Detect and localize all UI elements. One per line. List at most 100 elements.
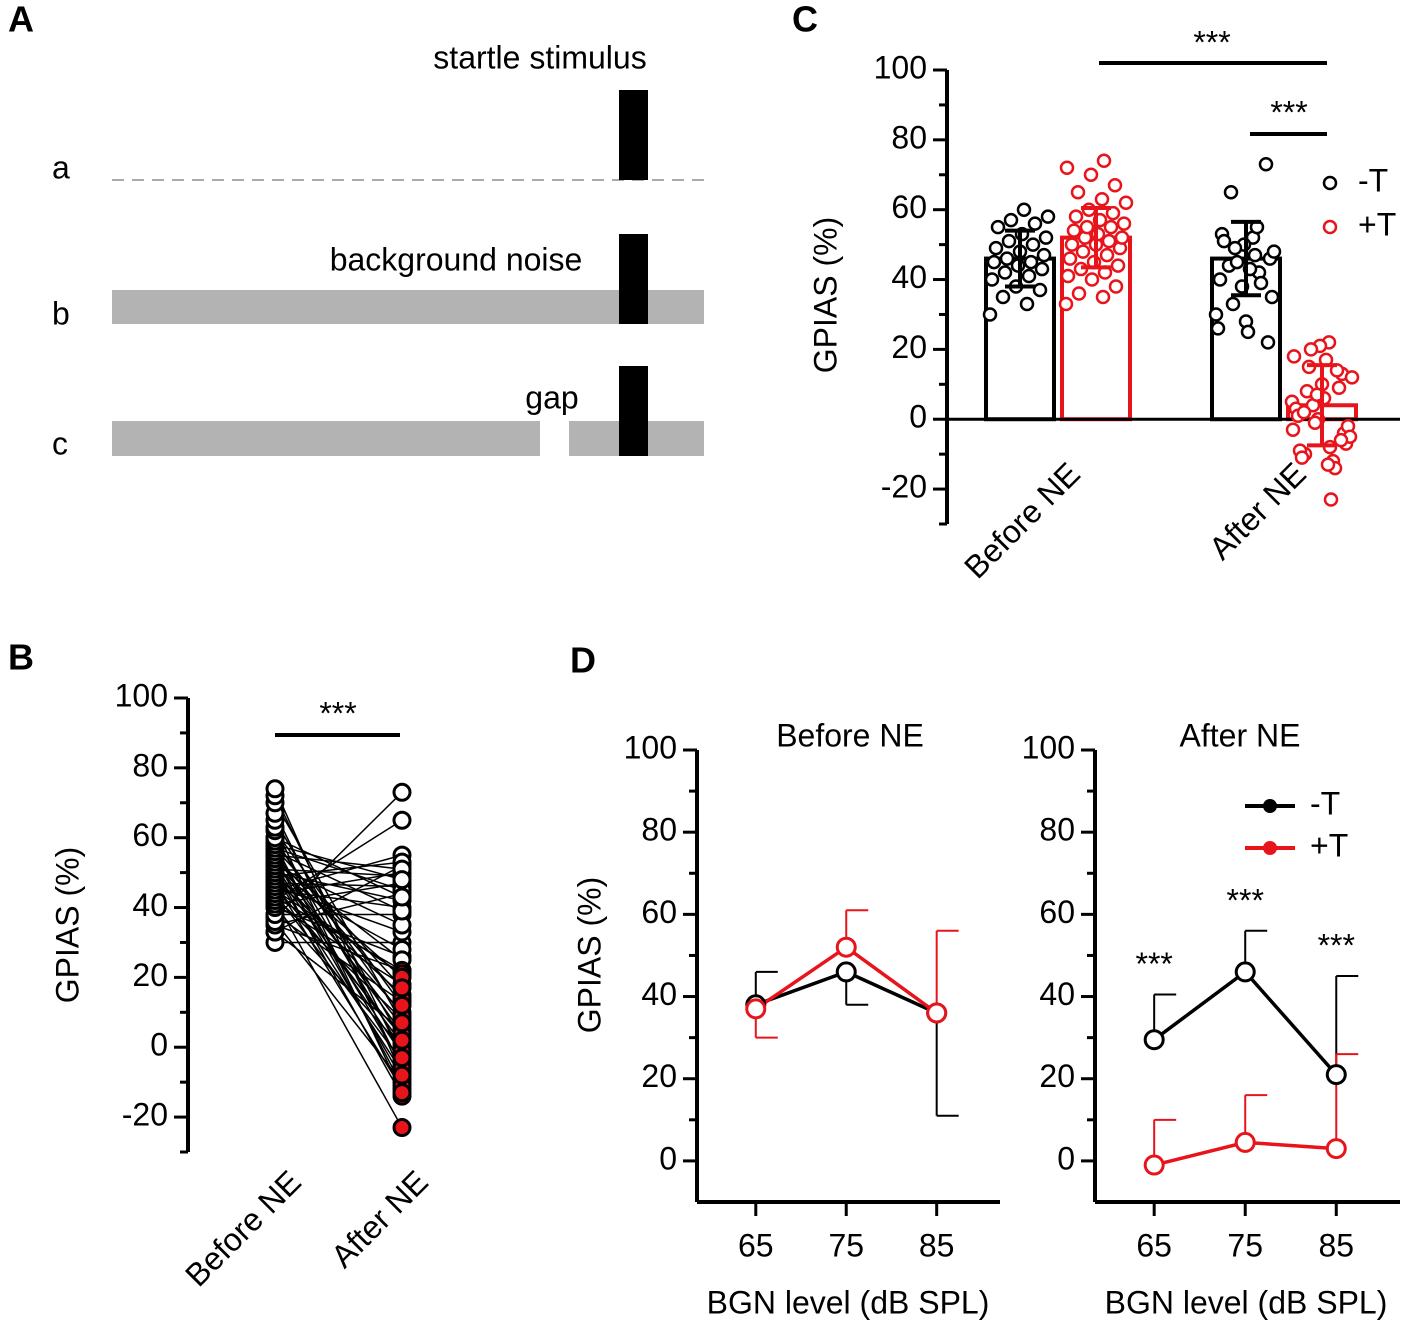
y-tick-label: 40 <box>1039 976 1075 1012</box>
point <box>1331 380 1347 396</box>
y-tick-label: 20 <box>1039 1058 1075 1094</box>
chart-title: After NE <box>1180 717 1301 753</box>
y-tick-label: 80 <box>891 119 927 155</box>
point <box>1103 219 1119 235</box>
x-axis-label: BGN level (dB SPL) <box>707 1284 990 1320</box>
point <box>1110 258 1126 273</box>
x-tick-label: 75 <box>828 1227 864 1263</box>
point <box>1108 279 1124 294</box>
marker <box>1234 961 1256 983</box>
y-tick-label: 20 <box>132 957 168 993</box>
panel-label: A <box>8 0 34 40</box>
after-point <box>392 810 412 830</box>
point <box>1075 244 1091 259</box>
legend-marker <box>1263 799 1277 813</box>
point <box>1059 160 1075 176</box>
y-tick-label: 80 <box>641 812 677 848</box>
before-point <box>265 779 285 799</box>
pair-line <box>274 871 403 902</box>
legend-label: -T <box>1310 785 1340 821</box>
x-tick-label: 65 <box>1136 1227 1172 1263</box>
point <box>1094 191 1110 207</box>
point <box>1240 324 1256 340</box>
marker <box>1143 1154 1165 1176</box>
significance-label: *** <box>1135 946 1172 982</box>
panel-label: B <box>8 637 34 678</box>
after-point <box>392 1118 412 1138</box>
point <box>1060 268 1076 284</box>
point <box>1118 195 1134 210</box>
marker <box>1234 1131 1256 1153</box>
point <box>1079 219 1095 235</box>
point <box>1294 450 1310 465</box>
x-axis-label: BGN level (dB SPL) <box>1105 1284 1388 1320</box>
point <box>1066 223 1082 238</box>
point <box>1032 282 1048 298</box>
point <box>1062 251 1078 266</box>
pair-line <box>274 924 403 972</box>
stimulus-label: startle stimulus <box>433 39 646 75</box>
point <box>1253 275 1269 291</box>
panel-label: C <box>792 0 818 40</box>
chart-title: Before NE <box>776 717 924 753</box>
point <box>1105 205 1121 221</box>
y-tick-label: 60 <box>132 817 168 853</box>
point <box>1003 212 1019 228</box>
point <box>1323 492 1339 507</box>
point <box>988 240 1004 256</box>
y-axis-label: GPIAS (%) <box>807 217 843 373</box>
point <box>1320 457 1336 472</box>
row-label: b <box>52 295 70 331</box>
point <box>1286 349 1302 364</box>
after-point <box>392 995 412 1015</box>
x-tick-label: 85 <box>919 1227 955 1263</box>
pair-line <box>274 878 403 951</box>
pair-line <box>274 837 403 898</box>
legend-marker <box>1322 219 1338 235</box>
pair-line <box>274 886 403 1038</box>
x-tick-label: Before NE <box>178 1163 308 1293</box>
y-tick-label: 0 <box>1057 1140 1075 1176</box>
pair-line <box>274 826 403 1093</box>
point <box>995 289 1011 305</box>
point <box>1210 321 1226 336</box>
point <box>1227 240 1243 256</box>
gap-label: gap <box>525 379 578 415</box>
y-tick-label: -20 <box>881 469 927 505</box>
pair-line <box>274 812 403 1069</box>
panel-label: D <box>570 640 596 681</box>
point <box>1101 233 1117 249</box>
point <box>1025 237 1041 252</box>
point <box>1208 307 1224 322</box>
legend-label: +T <box>1358 206 1396 242</box>
x-tick-label: 85 <box>1318 1227 1354 1263</box>
y-axis-label: GPIAS (%) <box>49 847 85 1003</box>
point <box>1084 272 1100 287</box>
after-point <box>392 1083 412 1103</box>
point <box>1285 422 1301 437</box>
pair-line <box>274 868 403 1097</box>
point <box>986 254 1002 270</box>
point <box>1344 370 1360 385</box>
point <box>1264 289 1280 305</box>
after-point <box>392 1048 412 1068</box>
after-point <box>392 1013 412 1033</box>
significance-label: *** <box>1318 927 1355 963</box>
significance-label: *** <box>1270 94 1307 130</box>
point <box>997 265 1013 280</box>
point <box>1027 216 1043 231</box>
point <box>1058 296 1074 312</box>
point <box>1064 237 1080 252</box>
marker <box>1325 1138 1347 1160</box>
marker <box>835 936 857 958</box>
x-tick-label: Before NE <box>957 455 1087 585</box>
noise <box>112 290 704 324</box>
after-point <box>392 782 412 802</box>
y-tick-label: -20 <box>122 1097 168 1133</box>
legend-marker <box>1263 841 1277 855</box>
y-tick-label: 60 <box>641 894 677 930</box>
pair-line <box>274 882 403 1090</box>
pair-line <box>274 843 403 881</box>
point <box>984 272 1000 287</box>
point <box>1307 415 1323 430</box>
